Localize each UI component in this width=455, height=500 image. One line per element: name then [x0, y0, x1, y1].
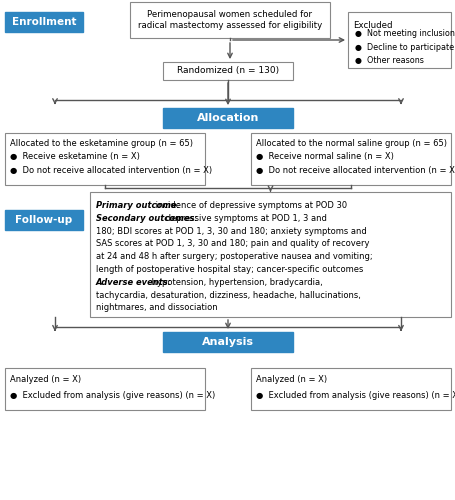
Bar	[250, 368, 450, 410]
Text: at 24 and 48 h after surgery; postoperative nausea and vomiting;: at 24 and 48 h after surgery; postoperat…	[96, 252, 372, 261]
Text: ●  Excluded from analysis (give reasons) (n = X): ● Excluded from analysis (give reasons) …	[10, 392, 215, 400]
Bar	[5, 133, 205, 185]
Text: tachycardia, desaturation, dizziness, headache, hallucinations,: tachycardia, desaturation, dizziness, he…	[96, 290, 360, 300]
Text: Allocation: Allocation	[197, 113, 258, 123]
Text: Adverse events:: Adverse events:	[96, 278, 172, 287]
Text: hypotension, hypertension, bradycardia,: hypotension, hypertension, bradycardia,	[149, 278, 322, 287]
Text: ●  Do not receive allocated intervention (n = X): ● Do not receive allocated intervention …	[10, 166, 212, 175]
Text: depressive symptoms at POD 1, 3 and: depressive symptoms at POD 1, 3 and	[163, 214, 327, 223]
Text: Analysis: Analysis	[202, 337, 253, 347]
Bar	[130, 2, 329, 38]
Text: Perimenopausal women scheduled for
radical mastectomy assessed for eligibility: Perimenopausal women scheduled for radic…	[137, 10, 321, 29]
Bar	[162, 332, 293, 352]
Text: SAS scores at POD 1, 3, 30 and 180; pain and quality of recovery: SAS scores at POD 1, 3, 30 and 180; pain…	[96, 240, 369, 248]
Text: Enrollment: Enrollment	[12, 17, 76, 27]
Text: Allocated to the normal saline group (n = 65): Allocated to the normal saline group (n …	[255, 138, 446, 147]
Bar	[347, 12, 450, 68]
Text: Excluded: Excluded	[352, 21, 392, 30]
Text: ●  Other reasons: ● Other reasons	[354, 56, 423, 64]
Bar	[250, 133, 450, 185]
Text: Secondary outcomes:: Secondary outcomes:	[96, 214, 197, 223]
Bar	[5, 368, 205, 410]
Text: Randomized (n = 130): Randomized (n = 130)	[177, 66, 278, 76]
Text: ●  Decline to participate: ● Decline to participate	[354, 42, 453, 51]
Text: length of postoperative hospital stay; cancer-specific outcomes: length of postoperative hospital stay; c…	[96, 265, 363, 274]
Text: ●  Excluded from analysis (give reasons) (n = X): ● Excluded from analysis (give reasons) …	[255, 392, 455, 400]
Bar	[90, 192, 450, 317]
Bar	[162, 108, 293, 128]
Text: ●  Receive esketamine (n = X): ● Receive esketamine (n = X)	[10, 152, 140, 162]
Text: ●  Not meeting inclusion criteria: ● Not meeting inclusion criteria	[354, 30, 455, 38]
Text: Allocated to the esketamine group (n = 65): Allocated to the esketamine group (n = 6…	[10, 138, 192, 147]
Text: Follow-up: Follow-up	[15, 215, 72, 225]
Text: ●  Receive normal saline (n = X): ● Receive normal saline (n = X)	[255, 152, 393, 162]
Text: Primary outcome:: Primary outcome:	[96, 201, 180, 210]
Text: incidence of depressive symptoms at POD 30: incidence of depressive symptoms at POD …	[152, 201, 346, 210]
Bar	[162, 62, 293, 80]
Bar	[5, 210, 83, 230]
Text: 180; BDI scores at POD 1, 3, 30 and 180; anxiety symptoms and: 180; BDI scores at POD 1, 3, 30 and 180;…	[96, 226, 366, 235]
Text: Analyzed (n = X): Analyzed (n = X)	[10, 376, 81, 384]
Text: ●  Do not receive allocated intervention (n = X): ● Do not receive allocated intervention …	[255, 166, 455, 175]
Text: Analyzed (n = X): Analyzed (n = X)	[255, 376, 326, 384]
Bar	[5, 12, 83, 32]
Text: nightmares, and dissociation: nightmares, and dissociation	[96, 304, 217, 312]
